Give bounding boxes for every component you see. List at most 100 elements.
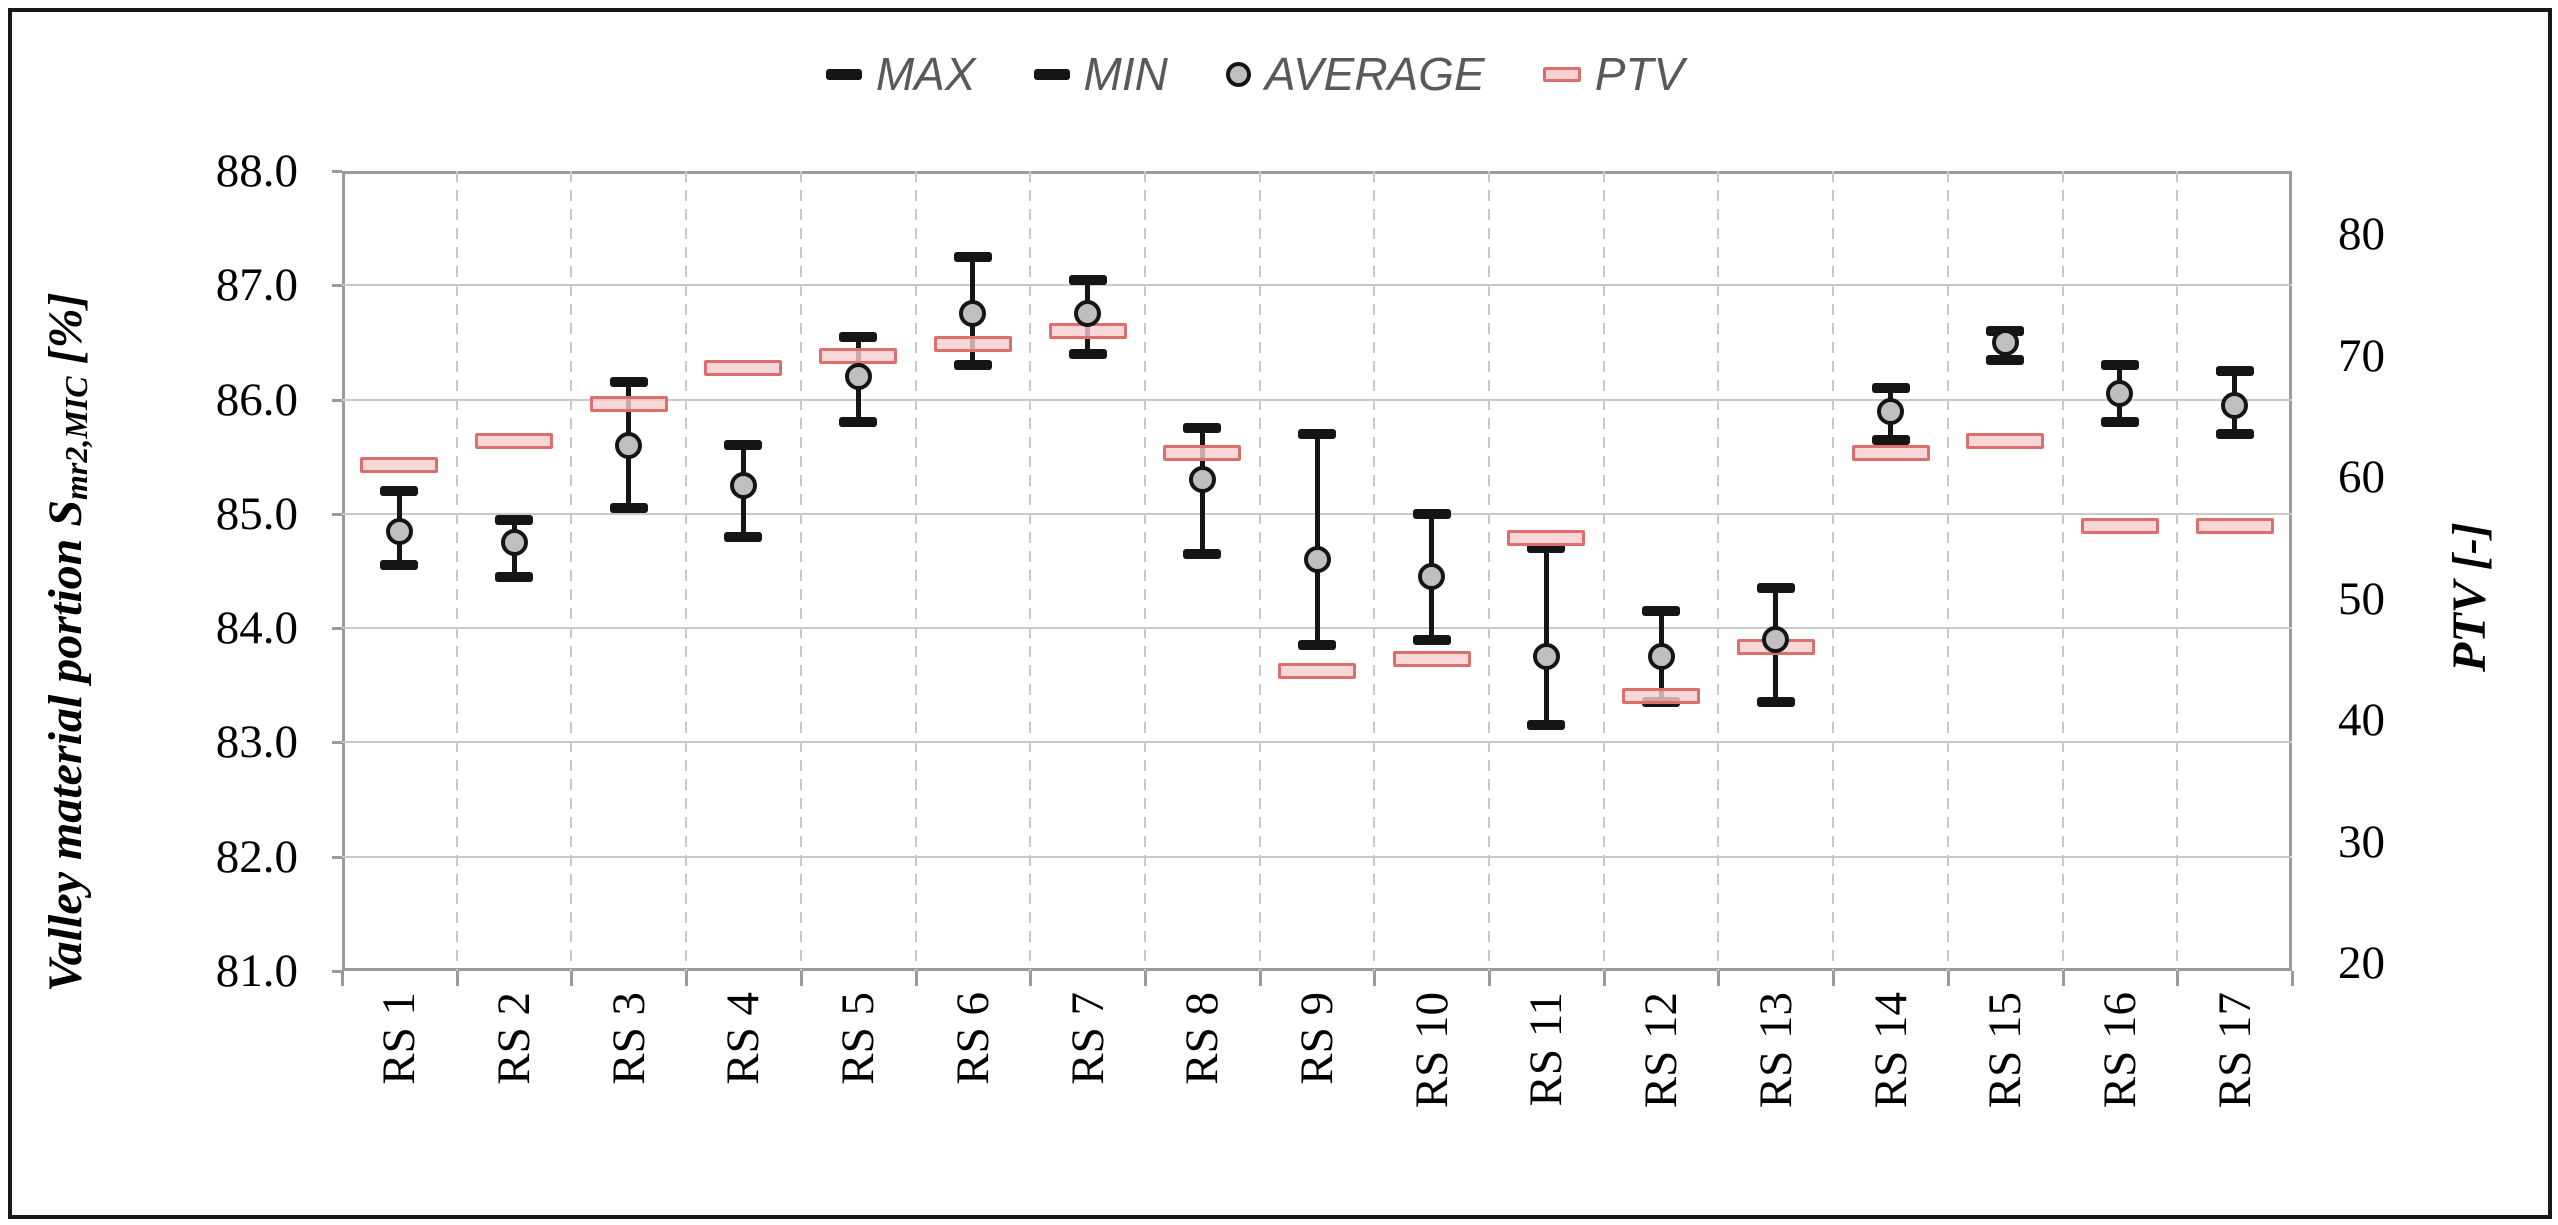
left-axis-tick-mark <box>332 970 342 973</box>
gridline-horizontal <box>342 855 2292 858</box>
right-axis-tick-label: 50 <box>2338 572 2385 625</box>
x-axis-tick-mark <box>2291 971 2294 986</box>
average-circle-marker <box>615 431 643 459</box>
left-axis-tick-mark <box>332 627 342 631</box>
x-axis-tick-mark <box>1602 971 1606 986</box>
min-cap-marker <box>1412 634 1451 645</box>
x-axis-tick-mark <box>1488 971 1492 986</box>
ptv-bar-marker <box>1392 651 1471 668</box>
ptv-bar-marker <box>589 396 668 413</box>
min-cap-marker <box>1871 434 1910 445</box>
min-cap-marker <box>609 503 648 514</box>
legend-label-ptv: PTV <box>1594 48 1685 100</box>
x-axis-tick-mark <box>341 971 344 986</box>
max-cap-marker <box>2215 366 2254 376</box>
legend-label-min: MIN <box>1083 48 1168 100</box>
average-circle-marker <box>729 471 757 499</box>
gridline-vertical-dashed <box>1488 171 1491 971</box>
left-axis-title: Valley material portion Smr2,MIC [%] <box>38 292 94 992</box>
average-circle-marker <box>385 517 413 545</box>
x-axis-category-label: RS 9 <box>1291 992 1343 1085</box>
min-cap-marker <box>724 531 763 542</box>
gridline-vertical-dashed <box>1258 171 1261 971</box>
max-cap-marker <box>1527 543 1566 554</box>
figure-border <box>8 8 2552 1219</box>
right-axis-tick-label: 20 <box>2338 937 2385 989</box>
left-axis-title-text: Valley material portion S <box>39 499 92 992</box>
x-axis-category-label: RS 7 <box>1061 992 1114 1085</box>
legend-label-average: AVERAGE <box>1264 48 1485 100</box>
x-axis-category-label: RS 14 <box>1864 992 1917 1109</box>
average-circle-marker <box>1303 546 1331 574</box>
gridline-vertical-dashed <box>914 171 917 971</box>
average-circle-marker <box>1991 328 2019 356</box>
min-cap-marker <box>839 417 878 428</box>
x-axis-category-label: RS 3 <box>602 992 655 1085</box>
max-cap-marker <box>2100 360 2139 371</box>
x-axis-tick-mark <box>570 971 574 986</box>
average-circle-marker <box>1418 563 1446 591</box>
ptv-bar-marker <box>819 347 898 364</box>
left-axis-tick-label: 87.0 <box>215 259 298 312</box>
min-cap-marker <box>1756 697 1795 708</box>
x-axis-category-label: RS 6 <box>946 992 999 1085</box>
left-axis-tick-label: 83.0 <box>215 716 298 769</box>
left-axis-tick-label: 86.0 <box>215 373 298 426</box>
legend-item-ptv: PTV <box>1542 47 1685 101</box>
left-axis-tick-mark <box>332 284 342 288</box>
left-axis-tick-label: 88.0 <box>215 145 298 197</box>
min-cap-marker <box>1298 640 1336 651</box>
gridline-vertical-dashed <box>1946 171 1949 971</box>
legend-item-min: MIN <box>1033 47 1168 101</box>
x-axis-category-label: RS 13 <box>1749 992 1802 1109</box>
gridline-vertical-dashed <box>799 171 802 971</box>
legend-label-max: MAX <box>875 48 976 100</box>
average-circle-marker <box>2221 391 2249 419</box>
min-cap-marker <box>1183 548 1222 559</box>
ptv-bar-marker <box>704 359 783 376</box>
max-cap-marker <box>1183 423 1222 434</box>
x-axis-category-label: RS 15 <box>1979 992 2032 1109</box>
left-axis-title-subscript: mr2,MIC <box>57 376 94 500</box>
x-axis-category-label: RS 1 <box>373 992 426 1085</box>
min-cap-marker <box>953 360 992 371</box>
average-circle-marker <box>1647 643 1675 671</box>
ptv-bar-marker <box>1278 663 1356 680</box>
average-legend-marker-icon <box>1225 61 1251 87</box>
max-cap-marker <box>839 331 878 342</box>
legend-item-max: MAX <box>825 47 976 101</box>
x-axis-tick-mark <box>1946 971 1950 986</box>
x-axis-category-label: RS 4 <box>717 992 770 1085</box>
x-axis-tick-mark <box>1143 971 1147 986</box>
x-axis-category-label: RS 2 <box>488 992 541 1085</box>
min-cap-marker <box>1986 354 2025 365</box>
gridline-vertical-dashed <box>1602 171 1605 971</box>
x-axis-category-label: RS 5 <box>832 992 885 1085</box>
max-cap-marker <box>1756 583 1795 594</box>
plot-area <box>342 171 2292 971</box>
ptv-bar-marker <box>1851 444 1930 461</box>
min-cap-marker <box>495 571 534 582</box>
gridline-vertical-dashed <box>1832 171 1835 971</box>
ptv-bar-marker <box>1163 444 1242 461</box>
average-circle-marker <box>1877 397 1905 425</box>
x-axis-category-label: RS 12 <box>1635 992 1688 1109</box>
min-cap-marker <box>2215 428 2254 439</box>
error-bar-line <box>1543 548 1549 726</box>
max-cap-marker <box>724 440 763 451</box>
max-cap-marker <box>1412 508 1451 519</box>
min-cap-marker <box>1527 720 1566 731</box>
max-cap-marker <box>609 377 648 388</box>
right-axis-tick-label: 30 <box>2338 815 2385 868</box>
left-axis-tick-mark <box>332 512 342 516</box>
gridline-vertical-dashed <box>1143 171 1146 971</box>
left-axis-tick-label: 85.0 <box>215 487 298 540</box>
max-legend-marker-icon <box>825 68 862 80</box>
ptv-bar-marker <box>2195 517 2274 534</box>
legend: MAX MIN AVERAGE PTV <box>280 42 2230 106</box>
x-axis-tick-mark <box>1373 971 1377 986</box>
right-axis-tick-label: 80 <box>2338 208 2385 261</box>
max-cap-marker <box>1298 428 1336 439</box>
max-cap-marker <box>1871 383 1910 394</box>
gridline-horizontal <box>342 284 2292 287</box>
